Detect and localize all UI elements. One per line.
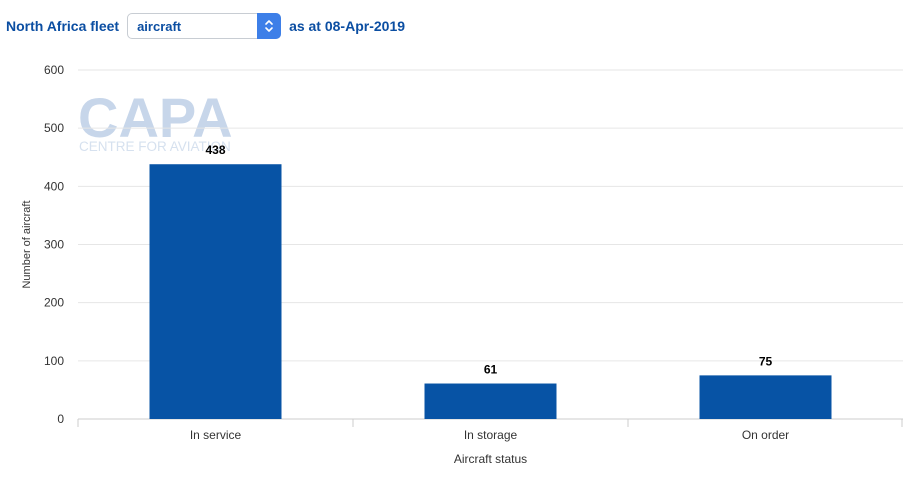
bar[interactable] — [424, 383, 557, 419]
select-value: aircraft — [137, 19, 182, 34]
y-tick-label: 300 — [44, 238, 64, 252]
x-tick-label: In storage — [464, 428, 518, 442]
data-label: 438 — [205, 143, 225, 157]
y-tick-label: 200 — [44, 296, 64, 310]
y-tick-label: 0 — [57, 412, 64, 426]
y-tick-label: 100 — [44, 354, 64, 368]
y-tick-label: 600 — [44, 63, 64, 77]
x-tick-label: In service — [190, 428, 242, 442]
bar[interactable] — [149, 164, 282, 419]
chart-header: North Africa fleet aircraft as at 08-Apr… — [6, 12, 405, 40]
data-label: 75 — [759, 354, 773, 368]
bar[interactable] — [699, 375, 832, 419]
data-label: 61 — [484, 363, 498, 377]
x-axis-label: Aircraft status — [454, 452, 527, 466]
fleet-metric-select[interactable]: aircraft — [127, 13, 282, 39]
y-axis-label: Number of aircraft — [21, 200, 33, 288]
y-tick-label: 500 — [44, 121, 64, 135]
watermark-logo: CAPA — [78, 86, 233, 149]
capa-watermark: CAPA CENTRE FOR AVIATION — [78, 86, 233, 154]
date-suffix: as at 08-Apr-2019 — [289, 18, 406, 34]
chart-title: North Africa fleet — [6, 18, 120, 34]
select-stepper-icon[interactable] — [257, 13, 282, 39]
x-tick-label: On order — [742, 428, 789, 442]
watermark-tagline: CENTRE FOR AVIATION — [79, 139, 231, 154]
y-tick-label: 400 — [44, 179, 64, 193]
